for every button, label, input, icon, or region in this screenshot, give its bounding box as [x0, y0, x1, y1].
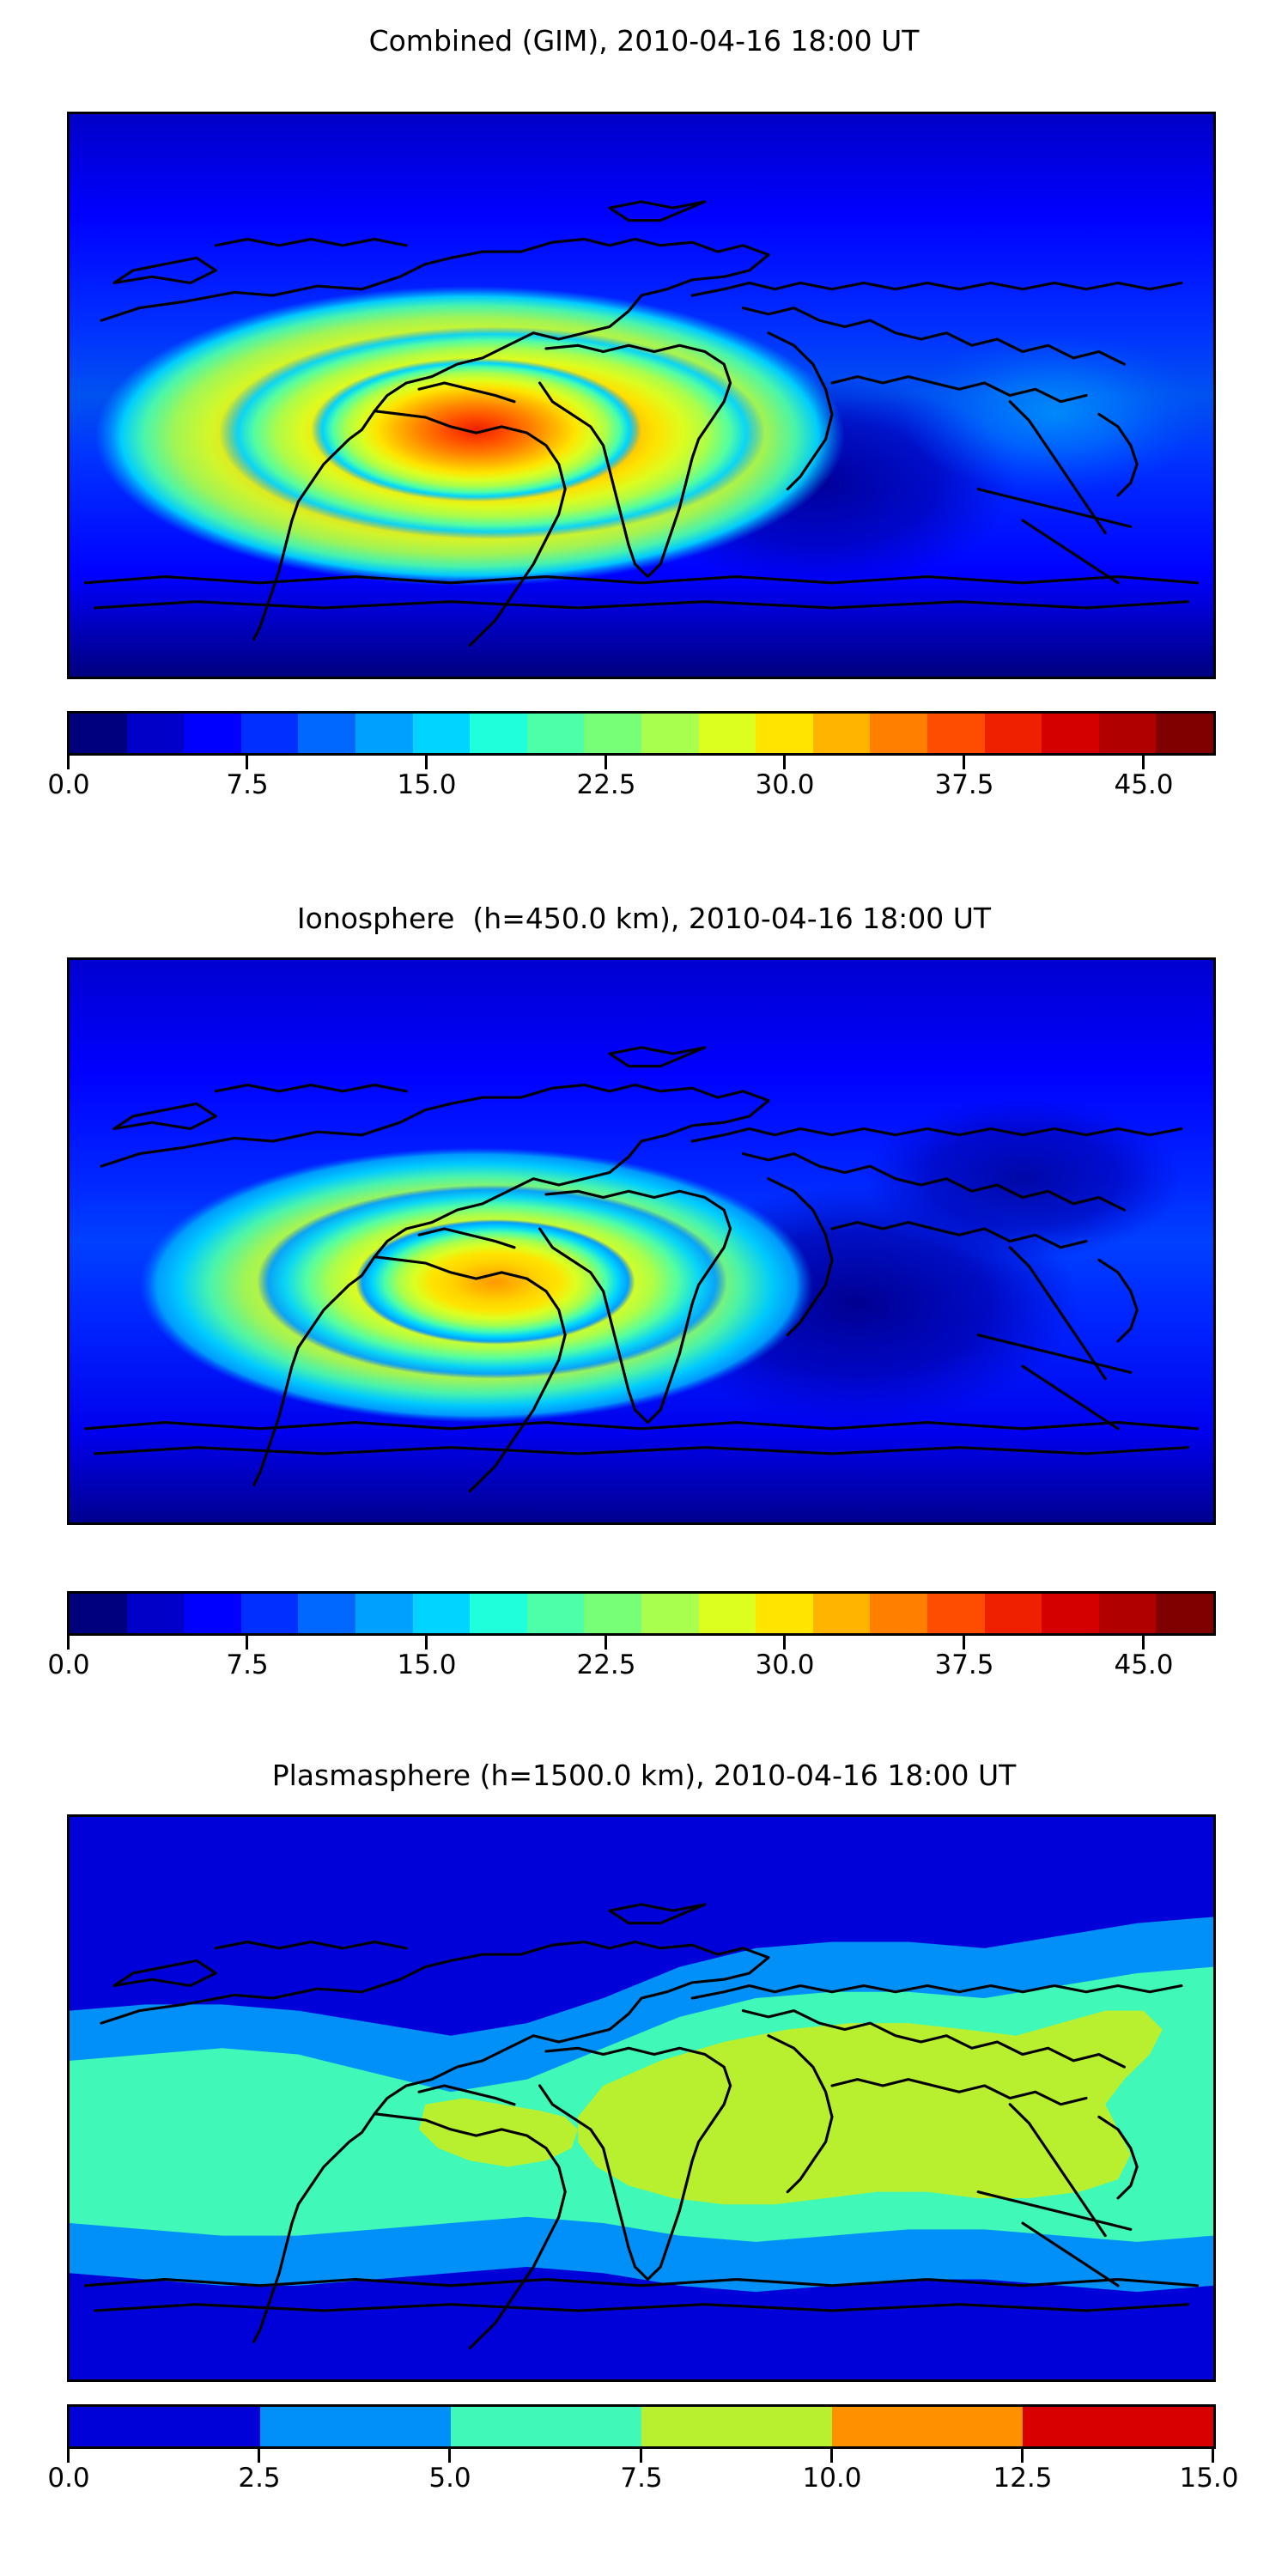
cbar1-tick-6: 45.0 — [1114, 769, 1174, 800]
colorbar-gradient-combined — [67, 711, 1216, 756]
cbar2-tick-0: 0.0 — [47, 1649, 90, 1680]
colorbar-ticks-combined — [67, 756, 1216, 769]
cbar2-tick-5: 37.5 — [934, 1649, 994, 1680]
colorbar-labels-plasmasphere: 0.0 2.5 5.0 7.5 10.0 12.5 15.0 — [47, 2463, 1238, 2497]
colorbar-combined: 0.0 7.5 15.0 22.5 30.0 37.5 45.0 — [47, 711, 1216, 804]
cbar1-tick-5: 37.5 — [934, 769, 994, 800]
cbar2-tick-3: 22.5 — [576, 1649, 636, 1680]
map-svg-combined — [70, 114, 1213, 677]
colorbar-labels-ionosphere: 0.0 7.5 15.0 22.5 30.0 37.5 45.0 — [47, 1649, 1216, 1684]
colorbar-labels-combined: 0.0 7.5 15.0 22.5 30.0 37.5 45.0 — [47, 769, 1216, 804]
cbar1-tick-2: 15.0 — [397, 769, 457, 800]
panel-title-ionosphere: Ionosphere (h=450.0 km), 2010-04-16 18:0… — [296, 902, 992, 935]
cbar3-tick-0: 0.0 — [47, 2463, 90, 2494]
map-svg-ionosphere — [70, 960, 1213, 1522]
map-plasmasphere — [67, 1814, 1216, 2382]
cbar3-tick-5: 12.5 — [993, 2463, 1053, 2494]
panel-plasmasphere: Plasmasphere (h=1500.0 km), 2010-04-16 1… — [0, 1726, 1288, 2576]
colorbar-ticks-plasmasphere — [67, 2449, 1216, 2463]
cbar1-tick-4: 30.0 — [755, 769, 815, 800]
map-svg-plasmasphere — [70, 1817, 1213, 2379]
colorbar-gradient-plasmasphere — [67, 2404, 1216, 2449]
cbar3-tick-2: 5.0 — [428, 2463, 471, 2494]
cbar3-tick-1: 2.5 — [238, 2463, 281, 2494]
map-ionosphere — [67, 957, 1216, 1525]
colorbar-gradient-ionosphere — [67, 1591, 1216, 1636]
colorbar-plasmasphere: 0.0 2.5 5.0 7.5 10.0 12.5 15.0 — [47, 2404, 1239, 2497]
cbar2-tick-2: 15.0 — [397, 1649, 457, 1680]
cbar1-tick-0: 0.0 — [47, 769, 90, 800]
panel-title-plasmasphere: Plasmasphere (h=1500.0 km), 2010-04-16 1… — [271, 1759, 1017, 1792]
panel-title-combined: Combined (GIM), 2010-04-16 18:00 UT — [368, 24, 920, 58]
cbar2-tick-4: 30.0 — [755, 1649, 815, 1680]
cbar1-tick-1: 7.5 — [226, 769, 269, 800]
panel-combined-gim: Combined (GIM), 2010-04-16 18:00 UT — [0, 0, 1288, 859]
colorbar-ticks-ionosphere — [67, 1636, 1216, 1649]
cbar2-tick-1: 7.5 — [226, 1649, 269, 1680]
panel-ionosphere: Ionosphere (h=450.0 km), 2010-04-16 18:0… — [0, 859, 1288, 1726]
cbar1-tick-3: 22.5 — [576, 769, 636, 800]
map-combined-gim — [67, 112, 1216, 679]
cbar3-tick-4: 10.0 — [802, 2463, 862, 2494]
cbar3-tick-3: 7.5 — [620, 2463, 663, 2494]
colorbar-ionosphere: 0.0 7.5 15.0 22.5 30.0 37.5 45.0 — [47, 1591, 1216, 1684]
cbar2-tick-6: 45.0 — [1114, 1649, 1174, 1680]
cbar3-tick-6: 15.0 — [1179, 2463, 1239, 2494]
